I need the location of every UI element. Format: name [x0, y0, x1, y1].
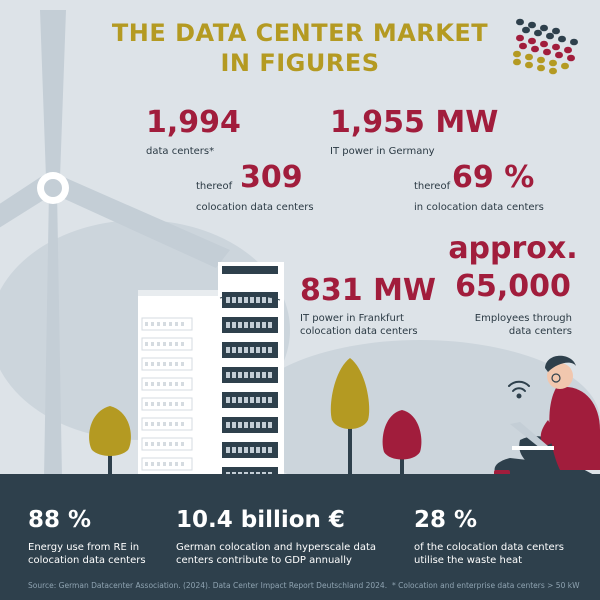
employees-label: Employees through data centers: [448, 312, 572, 338]
logo-dot: [546, 32, 554, 40]
server-rack-icon: [218, 262, 284, 483]
server-unit: [222, 342, 278, 358]
logo-dot: [513, 50, 521, 58]
logo-dot: [516, 34, 524, 42]
server-unit: [222, 417, 278, 433]
logo-dot: [549, 67, 557, 75]
frankfurt-label: IT power in Frankfurt colocation data ce…: [300, 312, 418, 338]
frankfurt-label-line-1: IT power in Frankfurt: [300, 313, 404, 324]
logo-dot: [528, 37, 536, 45]
tree-icon: [89, 406, 131, 476]
colocation-power-value: 69 %: [452, 160, 535, 195]
logo-dot: [564, 46, 572, 54]
logo-dot: [531, 45, 539, 53]
logo-dot: [540, 24, 548, 32]
employees-value-line-1: approx.: [448, 231, 578, 266]
logo-dot: [534, 29, 542, 37]
wind-turbine-icon: [0, 10, 230, 478]
server-unit: [222, 317, 278, 333]
gdp-label: German colocation and hyperscale data ce…: [176, 541, 376, 567]
server-unit: [222, 442, 278, 458]
gdp-label-line-2: centers contribute to GDP annually: [176, 555, 352, 566]
gdp-label-line-1: German colocation and hyperscale data: [176, 542, 377, 553]
source-note: Source: German Datacenter Association. (…: [28, 581, 388, 590]
colocation-power-prefix: thereof: [414, 181, 451, 192]
footnote: * Colocation and enterprise data centers…: [392, 581, 580, 590]
waste-heat-value: 28 %: [414, 507, 478, 533]
logo-dot: [543, 48, 551, 56]
server-unit: [141, 357, 193, 371]
server-unit: [141, 377, 193, 391]
server-unit: [222, 367, 278, 383]
renewable-label-line-1: Energy use from RE in: [28, 542, 140, 553]
logo-dot: [525, 61, 533, 69]
renewable-value: 88 %: [28, 507, 92, 533]
logo-dot: [567, 54, 575, 62]
logo-dot: [558, 35, 566, 43]
logo-dot: [513, 58, 521, 66]
logo-dot: [561, 62, 569, 70]
colocation-power-label: in colocation data centers: [414, 202, 544, 213]
logo-dot: [525, 53, 533, 61]
page-title: THE DATA CENTER MARKET IN FIGURES: [100, 18, 500, 78]
employees-label-line-2: data centers: [508, 326, 572, 337]
server-unit: [141, 397, 193, 411]
logo-dot: [570, 38, 578, 46]
renewable-label-line-2: colocation data centers: [28, 555, 146, 566]
server-unit: [141, 437, 193, 451]
title-line-2: IN FIGURES: [220, 49, 380, 77]
waste-heat-label-line-2: utilise the waste heat: [414, 555, 523, 566]
it-power-label: IT power in Germany: [330, 146, 435, 157]
logo-dot: [552, 43, 560, 51]
colocation-prefix: thereof: [196, 181, 233, 192]
logo-dot: [537, 56, 545, 64]
logo-dot: [552, 27, 560, 35]
renewable-label: Energy use from RE in colocation data ce…: [28, 541, 146, 567]
logo-dot: [528, 21, 536, 29]
logo-dot: [519, 42, 527, 50]
logo-dot: [540, 40, 548, 48]
server-unit: [222, 392, 278, 408]
logo-dot: [537, 64, 545, 72]
data-centers-label: data centers*: [146, 146, 215, 157]
frankfurt-value: 831 MW: [300, 273, 437, 308]
server-unit: [141, 457, 193, 471]
dots-logo-icon: [513, 18, 578, 75]
gdp-value: 10.4 billion €: [176, 507, 345, 533]
waste-heat-label-line-1: of the colocation data centers: [414, 542, 564, 553]
server-unit: [141, 417, 193, 431]
colocation-value: 309: [240, 160, 303, 195]
wifi-icon: [508, 380, 530, 399]
tree-icon: [382, 410, 422, 476]
waste-heat-label: of the colocation data centers utilise t…: [414, 541, 564, 567]
server-unit: [141, 337, 193, 351]
colocation-label: colocation data centers: [196, 202, 314, 213]
employees-label-line-1: Employees through: [474, 313, 572, 324]
logo-dot: [549, 59, 557, 67]
employees-value: approx. 65,000: [448, 234, 578, 302]
footer: 88 % Energy use from RE in colocation da…: [0, 475, 600, 600]
employees-value-line-2: 65,000: [455, 269, 571, 304]
title-line-1: THE DATA CENTER MARKET: [111, 19, 489, 47]
server-unit: [141, 317, 193, 331]
tree-icon: [330, 358, 370, 476]
server-building-left: [138, 290, 218, 476]
person-laptop-icon: [494, 355, 600, 478]
logo-dot: [516, 18, 524, 26]
frankfurt-label-line-2: colocation data centers: [300, 326, 418, 337]
logo-dot: [555, 51, 563, 59]
logo-dot: [522, 26, 530, 34]
data-centers-value: 1,994: [146, 105, 241, 140]
it-power-value: 1,955 MW: [330, 105, 499, 140]
